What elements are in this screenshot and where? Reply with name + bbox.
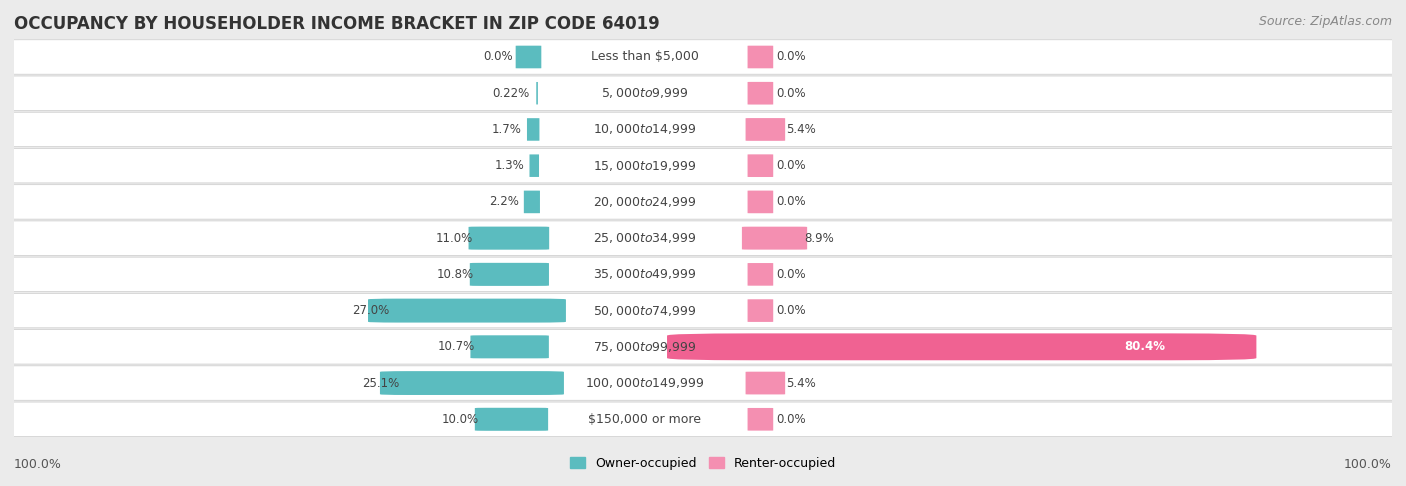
Text: $5,000 to $9,999: $5,000 to $9,999 — [600, 86, 689, 100]
FancyBboxPatch shape — [0, 366, 1406, 400]
FancyBboxPatch shape — [524, 191, 540, 213]
Text: $20,000 to $24,999: $20,000 to $24,999 — [593, 195, 696, 209]
FancyBboxPatch shape — [745, 372, 785, 395]
Text: 0.0%: 0.0% — [482, 51, 512, 64]
FancyBboxPatch shape — [0, 112, 1406, 147]
Text: 80.4%: 80.4% — [1125, 340, 1166, 353]
FancyBboxPatch shape — [0, 40, 1406, 74]
FancyBboxPatch shape — [748, 263, 773, 286]
Text: OCCUPANCY BY HOUSEHOLDER INCOME BRACKET IN ZIP CODE 64019: OCCUPANCY BY HOUSEHOLDER INCOME BRACKET … — [14, 15, 659, 33]
Text: Source: ZipAtlas.com: Source: ZipAtlas.com — [1258, 15, 1392, 28]
Text: 10.0%: 10.0% — [441, 413, 478, 426]
FancyBboxPatch shape — [380, 371, 564, 395]
Text: 5.4%: 5.4% — [786, 377, 815, 390]
FancyBboxPatch shape — [471, 335, 548, 358]
FancyBboxPatch shape — [0, 402, 1406, 436]
Text: $10,000 to $14,999: $10,000 to $14,999 — [593, 122, 696, 137]
Text: 100.0%: 100.0% — [14, 458, 62, 471]
Text: 2.2%: 2.2% — [489, 195, 519, 208]
Text: $100,000 to $149,999: $100,000 to $149,999 — [585, 376, 704, 390]
Text: 0.0%: 0.0% — [776, 87, 806, 100]
Text: 8.9%: 8.9% — [804, 232, 835, 244]
FancyBboxPatch shape — [666, 333, 1257, 360]
Text: $25,000 to $34,999: $25,000 to $34,999 — [593, 231, 696, 245]
Text: $150,000 or more: $150,000 or more — [588, 413, 702, 426]
FancyBboxPatch shape — [0, 294, 1406, 328]
FancyBboxPatch shape — [748, 191, 773, 213]
FancyBboxPatch shape — [748, 155, 773, 177]
FancyBboxPatch shape — [527, 118, 540, 141]
Text: 1.3%: 1.3% — [494, 159, 524, 172]
FancyBboxPatch shape — [470, 263, 548, 286]
Text: $15,000 to $19,999: $15,000 to $19,999 — [593, 159, 696, 173]
Text: Less than $5,000: Less than $5,000 — [591, 51, 699, 64]
Text: 11.0%: 11.0% — [436, 232, 474, 244]
Text: 10.7%: 10.7% — [437, 340, 475, 353]
FancyBboxPatch shape — [516, 46, 541, 69]
FancyBboxPatch shape — [475, 408, 548, 431]
Text: 0.22%: 0.22% — [492, 87, 530, 100]
FancyBboxPatch shape — [0, 221, 1406, 255]
FancyBboxPatch shape — [0, 76, 1406, 110]
FancyBboxPatch shape — [0, 185, 1406, 219]
FancyBboxPatch shape — [742, 226, 807, 250]
Text: $75,000 to $99,999: $75,000 to $99,999 — [593, 340, 696, 354]
FancyBboxPatch shape — [0, 257, 1406, 292]
FancyBboxPatch shape — [745, 118, 785, 141]
Text: 1.7%: 1.7% — [492, 123, 522, 136]
FancyBboxPatch shape — [468, 226, 550, 250]
Text: 27.0%: 27.0% — [352, 304, 389, 317]
Text: 0.0%: 0.0% — [776, 413, 806, 426]
Text: 10.8%: 10.8% — [437, 268, 474, 281]
Text: 0.0%: 0.0% — [776, 51, 806, 64]
FancyBboxPatch shape — [368, 298, 567, 323]
FancyBboxPatch shape — [748, 299, 773, 322]
FancyBboxPatch shape — [748, 408, 773, 431]
Text: $35,000 to $49,999: $35,000 to $49,999 — [593, 267, 696, 281]
FancyBboxPatch shape — [748, 82, 773, 104]
Text: 0.0%: 0.0% — [776, 159, 806, 172]
Text: 0.0%: 0.0% — [776, 195, 806, 208]
FancyBboxPatch shape — [536, 82, 538, 104]
FancyBboxPatch shape — [0, 330, 1406, 364]
Text: 100.0%: 100.0% — [1344, 458, 1392, 471]
Text: 0.0%: 0.0% — [776, 268, 806, 281]
Legend: Owner-occupied, Renter-occupied: Owner-occupied, Renter-occupied — [565, 452, 841, 475]
Text: 25.1%: 25.1% — [363, 377, 399, 390]
Text: 0.0%: 0.0% — [776, 304, 806, 317]
FancyBboxPatch shape — [530, 155, 538, 177]
Text: 5.4%: 5.4% — [786, 123, 815, 136]
Text: $50,000 to $74,999: $50,000 to $74,999 — [593, 304, 696, 317]
FancyBboxPatch shape — [0, 149, 1406, 183]
FancyBboxPatch shape — [748, 46, 773, 69]
